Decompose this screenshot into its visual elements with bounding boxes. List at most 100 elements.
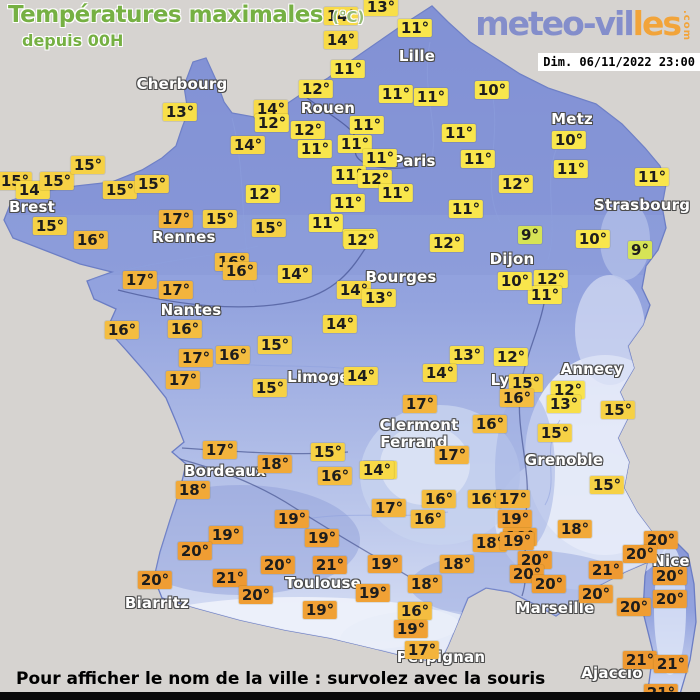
temp-chip[interactable]: 11° — [337, 135, 373, 153]
temp-chip[interactable]: 12° — [429, 234, 465, 252]
temp-chip[interactable]: 16° — [467, 490, 503, 508]
temp-chip[interactable]: 14° — [277, 265, 313, 283]
temp-chip[interactable]: 19° — [274, 510, 310, 528]
temp-chip[interactable]: 15° — [102, 181, 138, 199]
temp-chip[interactable]: 12° — [298, 80, 334, 98]
temp-chip[interactable]: 21° — [653, 655, 689, 673]
temp-chip[interactable]: 19° — [304, 529, 340, 547]
temp-chip[interactable]: 13° — [449, 346, 485, 364]
temp-chip[interactable]: 14° — [343, 367, 379, 385]
temp-chip[interactable]: 10° — [497, 272, 533, 290]
temp-chip[interactable]: 13° — [546, 395, 582, 413]
temp-chip[interactable]: 11° — [397, 19, 433, 37]
temp-chip[interactable]: 11° — [448, 200, 484, 218]
temp-chip[interactable]: 14° — [359, 461, 395, 479]
temp-chip[interactable]: 16° — [167, 320, 203, 338]
temp-chip[interactable]: 12° — [343, 231, 379, 249]
temp-chip[interactable]: 20° — [652, 590, 688, 608]
temp-chip[interactable]: 11° — [634, 168, 670, 186]
temp-chip[interactable]: 15° — [537, 424, 573, 442]
temp-chip[interactable]: 14° — [323, 31, 359, 49]
temp-chip[interactable]: 11° — [378, 184, 414, 202]
temp-chip[interactable]: 10° — [551, 131, 587, 149]
temp-chip[interactable]: 16° — [397, 602, 433, 620]
temp-chip[interactable]: 20° — [260, 556, 296, 574]
temp-chip[interactable]: 20° — [616, 598, 652, 616]
temp-chip[interactable]: 21° — [312, 556, 348, 574]
temp-chip[interactable]: 17° — [158, 210, 194, 228]
temp-chip[interactable]: 12° — [533, 270, 569, 288]
temp-chip[interactable]: 12° — [245, 185, 281, 203]
temp-chip[interactable]: 11° — [413, 88, 449, 106]
temp-chip[interactable]: 12° — [357, 170, 393, 188]
temp-chip[interactable]: 10° — [575, 230, 611, 248]
temp-chip[interactable]: 20° — [578, 585, 614, 603]
temp-chip[interactable]: 20° — [137, 571, 173, 589]
temp-chip[interactable]: 15° — [257, 336, 293, 354]
temp-chip[interactable]: 18° — [439, 555, 475, 573]
temp-chip[interactable]: 17° — [434, 446, 470, 464]
temp-chip[interactable]: 14° — [322, 315, 358, 333]
temp-chip[interactable]: 14° — [230, 136, 266, 154]
temp-chip[interactable]: 13° — [361, 289, 397, 307]
temp-chip[interactable]: 16° — [499, 389, 535, 407]
temp-chip[interactable]: 10° — [474, 81, 510, 99]
temp-chip[interactable]: 16° — [317, 467, 353, 485]
temp-chip[interactable]: 20° — [238, 586, 274, 604]
temp-chip[interactable]: 15° — [251, 219, 287, 237]
temp-chip[interactable]: 21° — [588, 561, 624, 579]
temp-chip[interactable]: 17° — [371, 499, 407, 517]
temp-chip[interactable]: 16° — [421, 490, 457, 508]
temp-chip[interactable]: 15° — [70, 156, 106, 174]
temp-chip[interactable]: 11° — [330, 194, 366, 212]
temp-chip[interactable]: 17° — [404, 641, 440, 659]
temp-chip[interactable]: 14° — [323, 7, 359, 25]
temp-chip[interactable]: 11° — [553, 160, 589, 178]
temp-chip[interactable]: 16° — [104, 321, 140, 339]
temp-chip[interactable]: 18° — [472, 534, 508, 552]
temp-chip[interactable]: 11° — [441, 124, 477, 142]
temp-chip[interactable]: 21° — [622, 651, 658, 669]
temp-chip[interactable]: 16° — [215, 346, 251, 364]
temp-chip[interactable]: 9° — [518, 226, 542, 244]
temp-chip[interactable]: 19° — [367, 555, 403, 573]
temp-chip[interactable]: 20° — [517, 551, 553, 569]
temp-chip[interactable]: 15° — [134, 175, 170, 193]
temp-chip[interactable]: 15° — [202, 210, 238, 228]
temp-chip[interactable]: 15° — [589, 476, 625, 494]
temp-chip[interactable]: 16° — [222, 262, 258, 280]
temp-chip[interactable]: 19° — [393, 620, 429, 638]
temp-chip[interactable]: 19° — [302, 601, 338, 619]
temp-chip[interactable]: 11° — [378, 85, 414, 103]
temp-chip[interactable]: 17° — [402, 395, 438, 413]
temp-chip[interactable]: 17° — [158, 281, 194, 299]
temp-chip[interactable]: 11° — [460, 150, 496, 168]
temp-chip[interactable]: 18° — [175, 481, 211, 499]
temp-chip[interactable]: 17° — [122, 271, 158, 289]
temp-chip[interactable]: 15° — [508, 374, 544, 392]
temp-chip[interactable]: 11° — [362, 149, 398, 167]
temp-chip[interactable]: 11° — [331, 166, 367, 184]
temp-chip[interactable]: 20° — [531, 575, 567, 593]
meteo-villes-logo[interactable]: meteo-vil les .com — [475, 4, 692, 43]
temp-chip[interactable]: 12° — [493, 348, 529, 366]
temp-chip[interactable]: 16° — [73, 231, 109, 249]
temp-chip[interactable]: 15° — [600, 401, 636, 419]
temp-chip[interactable]: 21° — [212, 569, 248, 587]
temp-chip[interactable]: 18° — [557, 520, 593, 538]
temp-chip[interactable]: 12° — [498, 175, 534, 193]
temp-chip[interactable]: 15° — [252, 379, 288, 397]
temp-chip[interactable]: 15° — [310, 443, 346, 461]
temp-chip[interactable]: 20° — [652, 567, 688, 585]
temp-chip[interactable]: 19° — [208, 526, 244, 544]
temp-chip[interactable]: 14° — [422, 364, 458, 382]
temp-chip[interactable]: 19° — [499, 532, 535, 550]
temp-chip[interactable]: 12° — [254, 114, 290, 132]
temp-chip[interactable]: 19° — [497, 510, 533, 528]
temp-chip[interactable]: 13° — [363, 0, 399, 16]
temp-chip[interactable]: 17° — [202, 441, 238, 459]
temp-chip[interactable]: 19° — [355, 584, 391, 602]
temp-chip[interactable]: 20° — [622, 545, 658, 563]
temp-chip[interactable]: 13° — [162, 103, 198, 121]
temp-chip[interactable]: 17° — [165, 371, 201, 389]
